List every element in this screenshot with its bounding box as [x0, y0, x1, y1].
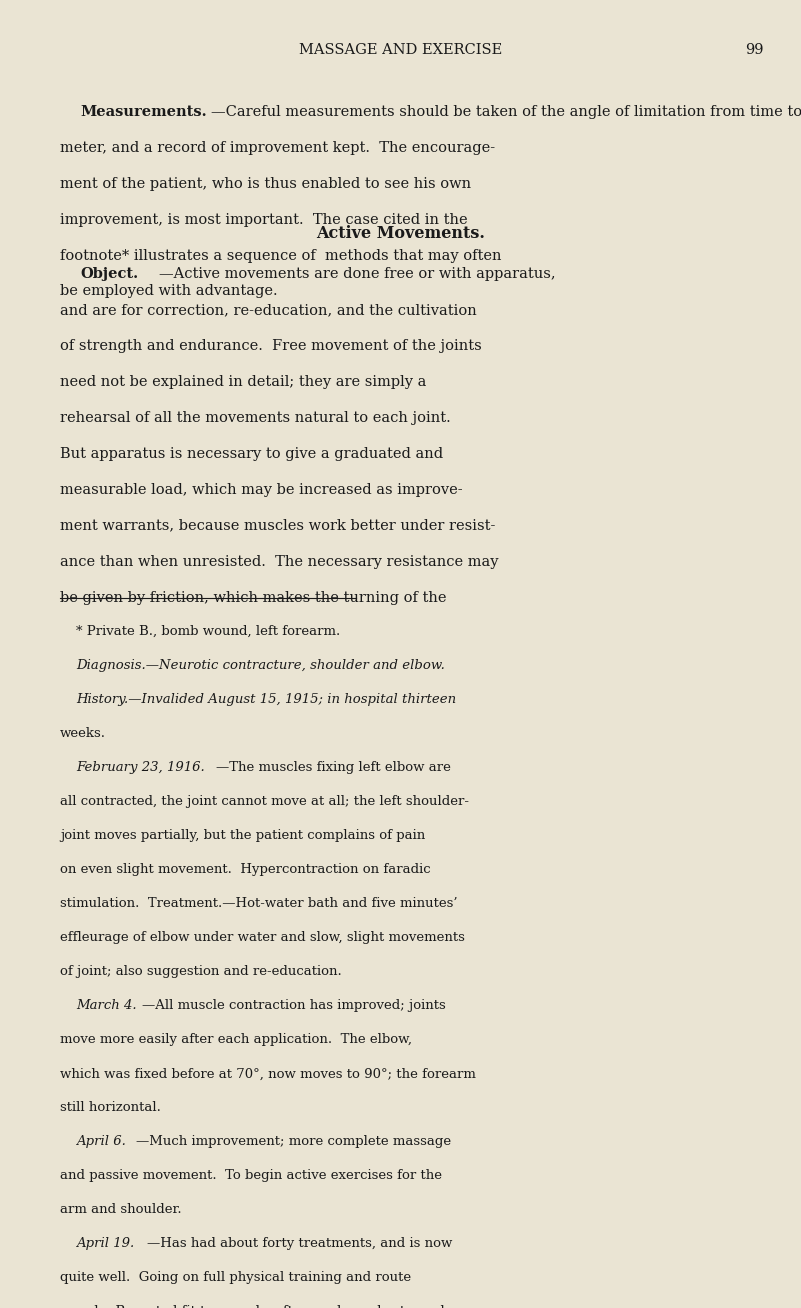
- Text: —Much improvement; more complete massage: —Much improvement; more complete massage: [136, 1135, 451, 1148]
- Text: all contracted, the joint cannot move at all; the left shoulder-: all contracted, the joint cannot move at…: [60, 795, 469, 808]
- Text: arm and shoulder.: arm and shoulder.: [60, 1203, 182, 1216]
- Text: Diagnosis.—Neurotic contracture, shoulder and elbow.: Diagnosis.—Neurotic contracture, shoulde…: [76, 659, 445, 672]
- Text: of joint; also suggestion and re-education.: of joint; also suggestion and re-educati…: [60, 965, 342, 978]
- Text: History.—Invalided August 15, 1915; in hospital thirteen: History.—Invalided August 15, 1915; in h…: [76, 693, 457, 706]
- Text: on even slight movement.  Hypercontraction on faradic: on even slight movement. Hypercontractio…: [60, 863, 431, 876]
- Text: effleurage of elbow under water and slow, slight movements: effleurage of elbow under water and slow…: [60, 931, 465, 944]
- Text: —All muscle contraction has improved; joints: —All muscle contraction has improved; jo…: [142, 999, 445, 1012]
- Text: of strength and endurance.  Free movement of the joints: of strength and endurance. Free movement…: [60, 339, 482, 353]
- Text: footnote* illustrates a sequence of  methods that may often: footnote* illustrates a sequence of meth…: [60, 249, 501, 263]
- Text: —Active movements are done free or with apparatus,: —Active movements are done free or with …: [159, 267, 555, 281]
- Text: still horizontal.: still horizontal.: [60, 1101, 161, 1114]
- Text: —Careful measurements should be taken of the angle of limitation from time to ti: —Careful measurements should be taken of…: [211, 105, 801, 119]
- Text: and are for correction, re-education, and the cultivation: and are for correction, re-education, an…: [60, 302, 477, 317]
- Text: weeks.: weeks.: [60, 727, 106, 740]
- Text: 99: 99: [745, 43, 763, 58]
- Text: April 19.: April 19.: [76, 1237, 135, 1250]
- Text: February 23, 1916.: February 23, 1916.: [76, 761, 205, 774]
- Text: move more easily after each application.  The elbow,: move more easily after each application.…: [60, 1033, 412, 1046]
- Text: meter, and a record of improvement kept.  The encourage-: meter, and a record of improvement kept.…: [60, 140, 495, 154]
- Text: —The muscles fixing left elbow are: —The muscles fixing left elbow are: [216, 761, 451, 774]
- Text: Measurements.: Measurements.: [80, 105, 207, 119]
- Text: But apparatus is necessary to give a graduated and: But apparatus is necessary to give a gra…: [60, 446, 443, 460]
- Text: improvement, is most important.  The case cited in the: improvement, is most important. The case…: [60, 212, 468, 226]
- Text: Object.: Object.: [80, 267, 139, 281]
- Text: March 4.: March 4.: [76, 999, 137, 1012]
- Text: quite well.  Going on full physical training and route: quite well. Going on full physical train…: [60, 1271, 411, 1284]
- Text: march.  Reported fit two weeks afterwards, and returned: march. Reported fit two weeks afterwards…: [60, 1305, 445, 1308]
- Text: ment of the patient, who is thus enabled to see his own: ment of the patient, who is thus enabled…: [60, 177, 471, 191]
- Text: April 6.: April 6.: [76, 1135, 126, 1148]
- Text: be employed with advantage.: be employed with advantage.: [60, 284, 278, 298]
- Text: measurable load, which may be increased as improve-: measurable load, which may be increased …: [60, 483, 463, 497]
- Text: * Private B., bomb wound, left forearm.: * Private B., bomb wound, left forearm.: [76, 625, 340, 638]
- Text: MASSAGE AND EXERCISE: MASSAGE AND EXERCISE: [299, 43, 502, 58]
- Text: be given by friction, which makes the turning of the: be given by friction, which makes the tu…: [60, 590, 447, 604]
- Text: rehearsal of all the movements natural to each joint.: rehearsal of all the movements natural t…: [60, 411, 451, 425]
- Text: Active Movements.: Active Movements.: [316, 225, 485, 242]
- Text: stimulation.  Treatment.—Hot-water bath and five minutes’: stimulation. Treatment.—Hot-water bath a…: [60, 897, 457, 910]
- Text: ment warrants, because muscles work better under resist-: ment warrants, because muscles work bett…: [60, 518, 496, 532]
- Text: and passive movement.  To begin active exercises for the: and passive movement. To begin active ex…: [60, 1169, 442, 1182]
- Text: which was fixed before at 70°, now moves to 90°; the forearm: which was fixed before at 70°, now moves…: [60, 1067, 476, 1080]
- Text: need not be explained in detail; they are simply a: need not be explained in detail; they ar…: [60, 374, 426, 388]
- Text: joint moves partially, but the patient complains of pain: joint moves partially, but the patient c…: [60, 829, 425, 842]
- Text: —Has had about forty treatments, and is now: —Has had about forty treatments, and is …: [147, 1237, 452, 1250]
- Text: ance than when unresisted.  The necessary resistance may: ance than when unresisted. The necessary…: [60, 555, 498, 569]
